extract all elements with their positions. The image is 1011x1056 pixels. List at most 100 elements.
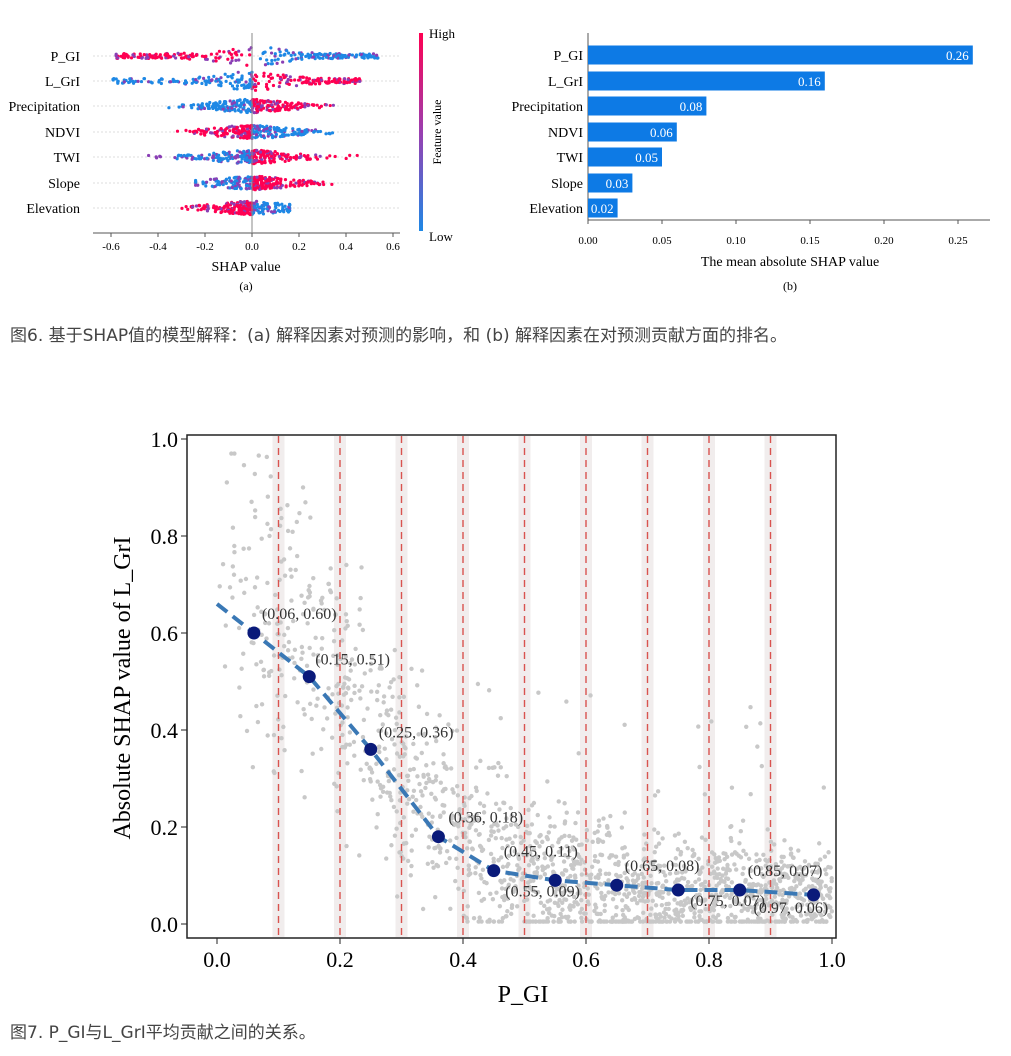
scatter-point xyxy=(315,696,320,701)
scatter-point xyxy=(799,896,805,902)
swarm-point xyxy=(215,131,219,135)
swarm-point xyxy=(239,211,243,215)
scatter-point xyxy=(699,835,705,840)
scatter-point xyxy=(624,862,629,867)
scatter-point xyxy=(629,919,634,924)
swarm-point xyxy=(199,208,203,212)
scatter-point xyxy=(376,683,382,688)
colorbar-title: Feature value xyxy=(430,100,444,165)
scatter-point xyxy=(820,919,826,924)
scatter-point xyxy=(341,744,346,750)
scatter-point xyxy=(465,846,470,851)
scatter-point xyxy=(397,850,402,855)
scatter-point xyxy=(545,864,551,869)
swarm-point xyxy=(205,180,209,184)
swarm-point xyxy=(190,54,195,58)
x-tick-label: 0.6 xyxy=(386,241,400,253)
swarm-point xyxy=(136,79,140,83)
swarm-point xyxy=(309,182,313,186)
scatter-point xyxy=(333,711,338,716)
scatter-point xyxy=(521,838,526,843)
panel-b-label: (b) xyxy=(783,279,797,293)
scatter-point xyxy=(232,451,237,456)
scatter-point xyxy=(602,908,607,914)
scatter-point xyxy=(515,863,520,868)
swarm-point xyxy=(300,129,304,133)
swarm-point xyxy=(299,102,303,106)
swarm-point xyxy=(175,129,180,133)
scatter-point xyxy=(271,653,277,658)
scatter-point xyxy=(252,514,258,520)
swarm-point xyxy=(145,53,149,57)
swarm-point xyxy=(128,80,132,84)
x-tick-label: 0.4 xyxy=(339,241,353,253)
swarm-point xyxy=(348,153,352,157)
scatter-point xyxy=(405,801,410,806)
swarm-point xyxy=(243,206,247,210)
scatter-point xyxy=(489,824,494,829)
scatter-point xyxy=(622,870,627,876)
swarm-point xyxy=(224,181,228,185)
swarm-point xyxy=(318,81,322,85)
swarm-point xyxy=(131,53,135,57)
scatter-point xyxy=(230,564,236,569)
figure-7-caption: 图7. P_GI与L_GrI平均贡献之间的关系。 xyxy=(10,1023,316,1043)
scatter-point xyxy=(345,715,350,720)
scatter-point xyxy=(823,867,828,872)
scatter-point xyxy=(370,797,375,802)
scatter-point xyxy=(469,846,475,851)
swarm-point xyxy=(258,99,263,103)
scatter-point xyxy=(438,780,443,785)
swarm-point xyxy=(290,132,294,137)
scatter-point xyxy=(343,626,348,631)
swarm-point xyxy=(230,185,234,190)
scatter-point xyxy=(424,711,430,717)
binned-mean-point xyxy=(487,864,501,878)
swarm-point xyxy=(304,128,309,132)
swarm-point xyxy=(187,55,191,59)
scatter-point xyxy=(605,825,610,830)
scatter-point xyxy=(497,807,502,812)
scatter-point xyxy=(542,855,548,861)
importance-bar xyxy=(588,71,825,91)
scatter-point xyxy=(571,859,577,865)
scatter-point xyxy=(467,871,473,876)
swarm-point xyxy=(256,105,261,109)
scatter-point xyxy=(744,724,749,729)
scatter-point xyxy=(364,761,369,767)
swarm-point xyxy=(248,78,252,82)
scatter-point xyxy=(479,876,484,881)
colorbar-high-label: High xyxy=(429,26,456,41)
scatter-point xyxy=(587,919,592,924)
swarm-point xyxy=(273,150,277,154)
swarm-point xyxy=(330,56,334,61)
swarm-point xyxy=(226,57,230,61)
beeswarm-row xyxy=(114,46,380,67)
scatter-point xyxy=(491,856,496,862)
swarm-point xyxy=(267,205,271,209)
swarm-point xyxy=(122,51,126,56)
scatter-point xyxy=(780,915,785,920)
swarm-point xyxy=(272,186,277,190)
scatter-point xyxy=(397,675,402,680)
scatter-point xyxy=(345,761,350,766)
scatter-point xyxy=(352,683,357,689)
swarm-point xyxy=(265,149,269,153)
scatter-point xyxy=(473,765,479,770)
scatter-point xyxy=(307,583,312,589)
scatter-point xyxy=(805,902,810,907)
scatter-point xyxy=(369,689,374,694)
swarm-point xyxy=(196,208,200,212)
scatter-point xyxy=(789,863,795,869)
scatter-point xyxy=(781,887,786,893)
scatter-point xyxy=(229,451,234,456)
scatter-point xyxy=(642,899,648,904)
bin-band xyxy=(641,436,654,937)
scatter-point xyxy=(447,838,453,843)
scatter-point xyxy=(454,856,459,862)
swarm-point xyxy=(140,56,144,60)
scatter-point xyxy=(413,797,419,803)
swarm-point xyxy=(200,153,204,157)
scatter-point xyxy=(326,581,331,587)
scatter-point xyxy=(559,846,564,851)
